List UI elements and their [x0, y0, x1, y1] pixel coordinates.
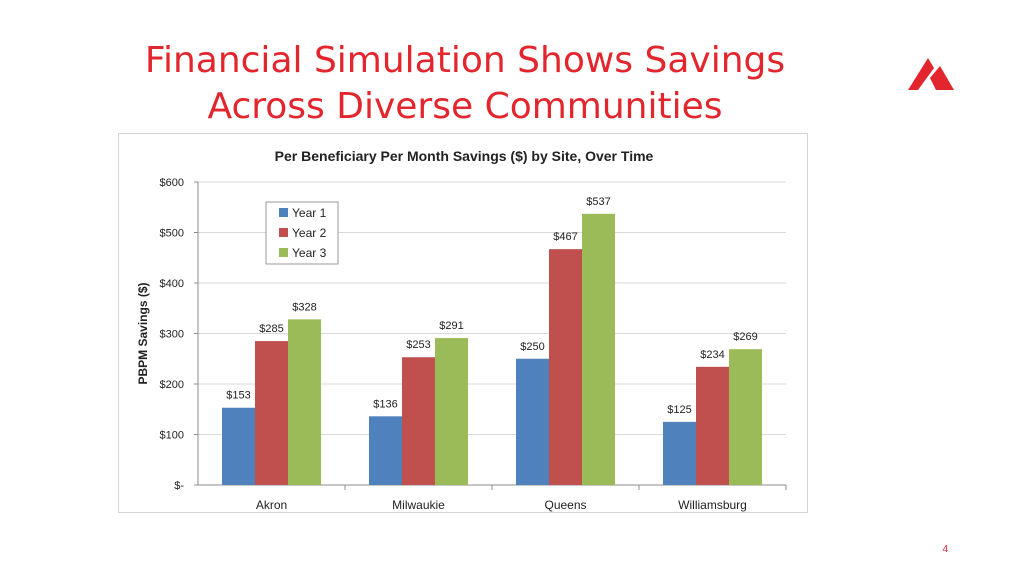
- y-tick-label: $200: [160, 379, 184, 391]
- page-number: 4: [942, 544, 948, 555]
- y-tick-label: $500: [160, 228, 184, 240]
- y-tick-label: $600: [160, 177, 184, 189]
- data-label: $153: [226, 390, 250, 402]
- legend-box: [265, 201, 339, 265]
- bar-milwaukie-year-2: [402, 357, 435, 485]
- x-tick-label: Milwaukie: [392, 498, 445, 512]
- legend-swatch: [279, 248, 288, 257]
- slide-title: Financial Simulation Shows Savings Acros…: [100, 38, 830, 130]
- data-label: $250: [520, 341, 544, 353]
- data-label: $285: [259, 323, 283, 335]
- chart-title: Per Beneficiary Per Month Savings ($) by…: [275, 148, 654, 164]
- chart: Per Beneficiary Per Month Savings ($) by…: [136, 148, 787, 512]
- bar-queens-year-1: [516, 358, 549, 485]
- y-tick-label: $100: [160, 430, 184, 442]
- x-tick-label: Queens: [544, 498, 586, 512]
- legend-label: Year 3: [292, 246, 327, 260]
- data-label: $291: [439, 320, 463, 332]
- data-label: $253: [406, 339, 430, 351]
- bar-queens-year-2: [549, 249, 582, 485]
- bar-akron-year-2: [255, 341, 288, 485]
- bar-williamsburg-year-1: [663, 421, 696, 485]
- bar-milwaukie-year-1: [369, 416, 402, 485]
- bar-akron-year-3: [288, 319, 321, 485]
- x-tick-label: Akron: [256, 498, 287, 512]
- y-tick-label: $-: [174, 480, 184, 492]
- legend-swatch: [279, 228, 288, 237]
- legend-label: Year 2: [292, 226, 327, 240]
- data-label: $125: [667, 404, 691, 416]
- red-chevron-logo-icon: [908, 58, 954, 90]
- slide-title-line-2: Across Diverse Communities: [207, 86, 723, 127]
- chart-container: Per Beneficiary Per Month Savings ($) by…: [118, 133, 808, 513]
- legend-swatch: [279, 208, 288, 217]
- y-tick-label: $300: [160, 329, 184, 341]
- bar-williamsburg-year-2: [696, 366, 729, 485]
- y-axis-label: PBPM Savings ($): [136, 282, 150, 384]
- data-label: $467: [553, 231, 577, 243]
- slide-title-line-1: Financial Simulation Shows Savings: [144, 40, 786, 81]
- data-label: $269: [733, 331, 757, 343]
- data-label: $537: [586, 196, 610, 208]
- data-label: $136: [373, 398, 397, 410]
- x-tick-label: Williamsburg: [678, 498, 747, 512]
- legend-label: Year 1: [292, 206, 327, 220]
- y-tick-label: $400: [160, 278, 184, 290]
- data-label: $328: [292, 301, 316, 313]
- bar-queens-year-3: [582, 213, 615, 485]
- data-label: $234: [700, 349, 724, 361]
- bar-williamsburg-year-3: [729, 349, 762, 485]
- bar-akron-year-1: [222, 407, 255, 485]
- bar-milwaukie-year-3: [435, 338, 468, 485]
